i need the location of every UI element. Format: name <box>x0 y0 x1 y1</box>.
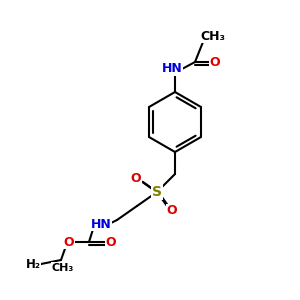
Text: S: S <box>152 185 162 199</box>
Text: H₂: H₂ <box>26 257 40 271</box>
Text: HN: HN <box>91 218 111 230</box>
Text: O: O <box>131 172 141 184</box>
Text: O: O <box>64 236 74 248</box>
Text: O: O <box>210 56 220 70</box>
Text: CH₃: CH₃ <box>52 263 74 273</box>
Text: HN: HN <box>162 62 182 76</box>
Text: CH₃: CH₃ <box>200 29 226 43</box>
Text: O: O <box>167 205 177 218</box>
Text: O: O <box>106 236 116 250</box>
